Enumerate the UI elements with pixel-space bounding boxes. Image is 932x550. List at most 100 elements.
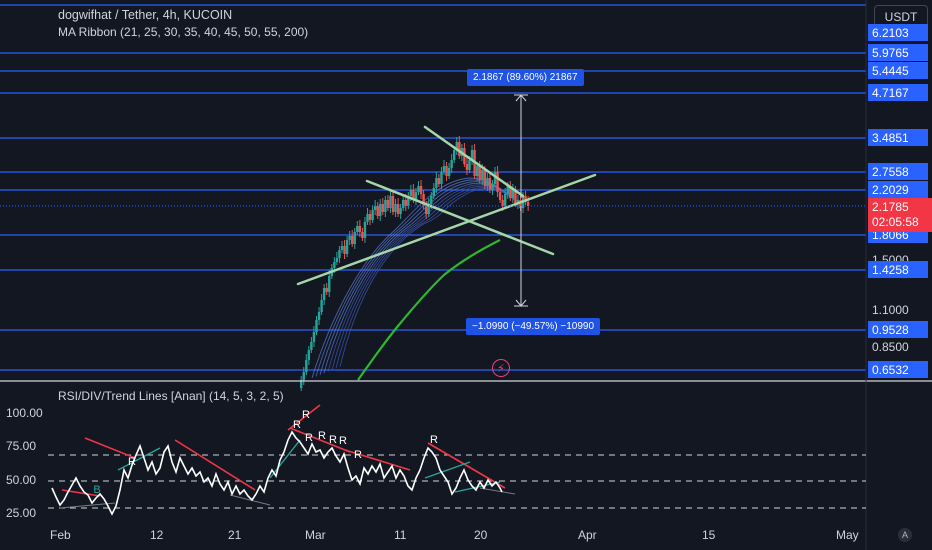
candle-body	[435, 178, 438, 188]
candle-body	[417, 186, 420, 192]
candle-body	[511, 190, 515, 198]
time-tick-11: 11	[394, 528, 407, 542]
candle-body	[307, 350, 311, 360]
candle-body	[450, 160, 453, 168]
time-tick-Apr: Apr	[578, 528, 597, 542]
price-tag-0.9528: 0.9528	[868, 321, 928, 338]
candle-body	[366, 214, 369, 222]
candle-body	[447, 168, 451, 176]
candle-body	[409, 190, 413, 196]
candle-body	[381, 204, 384, 212]
candle-body	[514, 190, 517, 204]
candle-body	[343, 246, 346, 254]
price-tag-2.2029: 2.2029	[868, 181, 928, 198]
rsi-div-label: R	[354, 449, 362, 461]
rsi-gray-trendline	[59, 502, 116, 509]
measure-tool	[514, 94, 528, 307]
candle-body	[481, 170, 484, 180]
candle-body	[351, 236, 354, 244]
candle-body	[491, 184, 494, 190]
indicator-legend[interactable]: MA Ribbon (21, 25, 30, 35, 40, 45, 50, 5…	[58, 25, 309, 39]
candle-body	[389, 196, 392, 208]
price-tag-5.4445: 5.4445	[868, 62, 928, 79]
candle-body	[348, 236, 351, 240]
lightning-icon[interactable]: ⚡	[492, 359, 510, 377]
rsi-gray-trendline	[229, 494, 271, 506]
time-tick-Feb: Feb	[50, 528, 71, 542]
candle-body	[396, 204, 400, 214]
candle-body	[424, 206, 428, 214]
rsi-bear-trendline	[289, 427, 351, 453]
horizontal-levels	[0, 4, 866, 371]
measure-up-label: 2.1867 (89.60%) 21867	[467, 69, 584, 86]
candle-body	[386, 200, 390, 208]
candle-body	[475, 166, 479, 176]
candle-body	[302, 372, 305, 380]
candle-body	[509, 186, 512, 198]
rsi-legend[interactable]: RSI/DIV/Trend Lines [Anan] (14, 5, 3, 2,…	[58, 389, 284, 403]
candle-body	[404, 200, 407, 206]
candle-body	[458, 142, 461, 156]
candle-body	[407, 196, 410, 206]
rsi-tick-50: 50.00	[6, 473, 37, 487]
ma-ribbon-line	[311, 177, 516, 379]
candle-body	[422, 194, 425, 206]
candle-body	[310, 342, 313, 350]
candle-body	[402, 200, 405, 208]
upper-trendline	[423, 125, 525, 198]
rsi-bear-trendline	[427, 442, 506, 489]
price-tag-4.7167: 4.7167	[868, 84, 928, 101]
candle-body	[504, 194, 507, 206]
candle-body	[478, 166, 481, 180]
rsi-div-label: R	[128, 456, 136, 468]
candle-body	[379, 204, 382, 216]
rsi-bear-trendline	[84, 437, 136, 459]
price-tick-1.1000: 1.1000	[872, 303, 909, 317]
rsi-tick-100: 100.00	[6, 406, 43, 420]
candle-body	[399, 208, 402, 214]
price-tick-0.8500: 0.8500	[872, 340, 909, 354]
candle-body	[373, 206, 377, 210]
rsi-bear-trendline	[287, 404, 321, 431]
ma-ribbon-line	[323, 182, 516, 374]
time-tick-12: 12	[150, 528, 164, 542]
time-tick-15: 15	[702, 528, 716, 542]
candle-body	[384, 200, 387, 212]
candle-body	[315, 320, 318, 332]
candle-body	[468, 160, 471, 170]
price-tag-6.2103: 6.2103	[868, 24, 928, 41]
candle-body	[419, 186, 423, 194]
candle-body	[524, 196, 527, 202]
candle-body	[488, 178, 492, 190]
price-tag-2.7558: 2.7558	[868, 163, 928, 180]
price-tag-3.4851: 3.4851	[868, 129, 928, 146]
current-price-tag: 2.1785 02:05:58	[868, 198, 932, 232]
candle-body	[442, 166, 446, 172]
ma-200-line	[357, 239, 501, 381]
candle-body	[465, 164, 469, 170]
candle-body	[391, 196, 395, 212]
candle-body	[340, 246, 344, 250]
candle-body	[305, 360, 308, 372]
time-tick-May: May	[836, 528, 859, 542]
candle-body	[483, 170, 486, 186]
candle-body	[333, 262, 336, 268]
candle-body	[430, 196, 433, 204]
auto-scale-icon[interactable]: A	[898, 528, 912, 542]
rsi-bull-trendline	[269, 439, 301, 479]
time-tick-Mar: Mar	[305, 528, 326, 542]
rsi-bear-trendline	[174, 439, 256, 491]
candle-body	[445, 166, 448, 176]
candle-body	[300, 380, 303, 388]
rsi-div-label: R	[318, 430, 326, 442]
candle-body	[455, 142, 458, 150]
candle-body	[506, 186, 509, 194]
ma-ribbon-line	[319, 181, 516, 375]
measure-down-label: −1.0990 (−49.57%) −10990	[466, 318, 601, 335]
price-tag-1.4258: 1.4258	[868, 261, 928, 278]
price-tag-0.6532: 0.6532	[868, 361, 928, 378]
candle-body	[363, 222, 367, 238]
candle-body	[368, 214, 372, 220]
